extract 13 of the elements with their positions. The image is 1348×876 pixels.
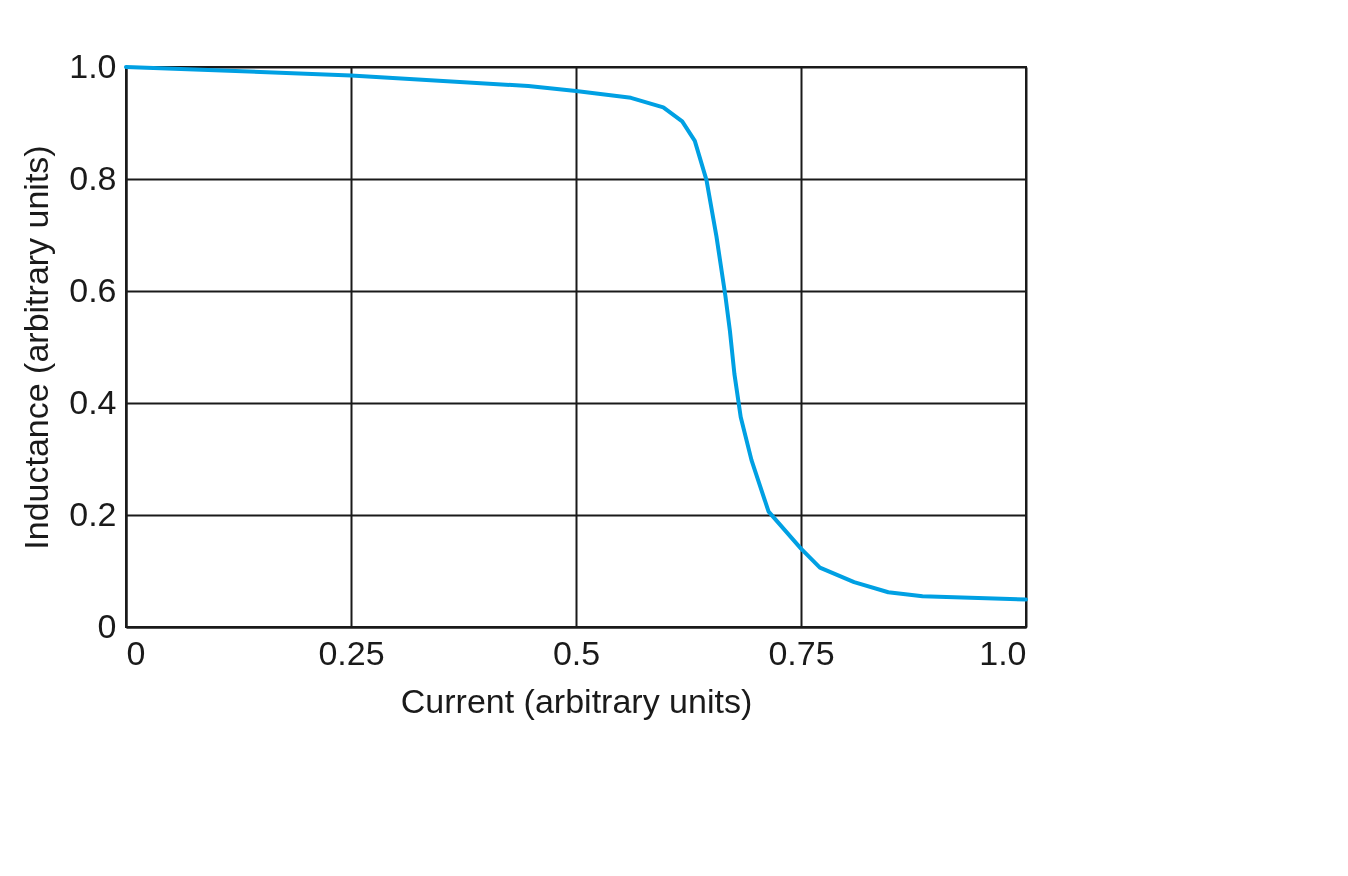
x-tick-label: 0.25 bbox=[318, 633, 385, 672]
y-tick-label: 0.2 bbox=[69, 494, 117, 533]
x-tick-label: 1.0 bbox=[979, 633, 1027, 672]
x-tick-label: 0.5 bbox=[552, 633, 601, 672]
x-tick-label: 0.75 bbox=[768, 633, 835, 672]
y-tick-label: 1.0 bbox=[69, 46, 117, 85]
y-axis-title: Inductance (arbitrary units) bbox=[17, 145, 56, 550]
y-tick-label: 0.8 bbox=[69, 158, 117, 197]
x-axis-title: Current (arbitrary units) bbox=[400, 681, 753, 720]
y-tick-label: 0.4 bbox=[69, 382, 117, 421]
y-tick-label: 0 bbox=[97, 606, 117, 645]
y-tick-label: 0.6 bbox=[69, 270, 117, 309]
x-tick-label: 0 bbox=[126, 633, 146, 672]
